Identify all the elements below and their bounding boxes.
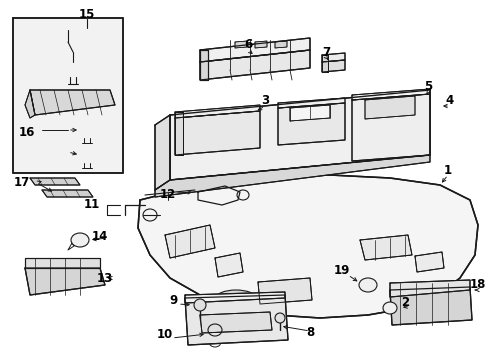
Polygon shape [351,94,429,161]
Polygon shape [25,90,35,118]
Polygon shape [389,287,471,325]
Polygon shape [200,50,309,80]
Polygon shape [30,90,115,115]
Ellipse shape [382,302,396,314]
Polygon shape [278,98,345,108]
Text: 2: 2 [400,297,408,310]
Polygon shape [184,292,285,303]
Text: 17: 17 [14,176,30,189]
Polygon shape [155,115,170,190]
Text: 11: 11 [84,198,100,211]
Polygon shape [215,253,243,277]
Polygon shape [13,18,123,173]
Polygon shape [138,175,477,318]
Ellipse shape [194,299,205,311]
Polygon shape [200,50,207,80]
Text: 3: 3 [261,94,268,107]
Polygon shape [389,280,469,297]
Text: 6: 6 [244,39,252,51]
Polygon shape [364,96,414,119]
Polygon shape [351,89,429,100]
Ellipse shape [358,278,376,292]
Polygon shape [254,41,266,48]
Text: 5: 5 [423,81,431,94]
Polygon shape [42,190,93,197]
Polygon shape [359,235,411,260]
Text: 9: 9 [168,293,177,306]
Text: 19: 19 [333,264,349,276]
Polygon shape [30,178,80,185]
Polygon shape [200,38,309,62]
Text: 13: 13 [97,271,113,284]
Polygon shape [289,105,329,121]
Polygon shape [164,225,215,258]
Polygon shape [170,90,429,180]
Polygon shape [184,295,287,345]
Polygon shape [25,258,100,268]
Text: 4: 4 [445,94,453,107]
Polygon shape [321,53,345,62]
Polygon shape [274,41,286,48]
Polygon shape [321,60,345,72]
Polygon shape [175,105,260,118]
Text: 1: 1 [443,163,451,176]
Polygon shape [258,278,311,304]
Polygon shape [175,111,260,155]
Text: 10: 10 [157,328,173,342]
Polygon shape [25,268,105,295]
Polygon shape [175,112,183,155]
Text: 18: 18 [469,279,485,292]
Text: 15: 15 [79,8,95,21]
Polygon shape [155,155,429,197]
Text: 7: 7 [321,45,329,58]
Text: 8: 8 [305,327,313,339]
Text: 14: 14 [92,230,108,243]
Polygon shape [235,41,246,48]
Polygon shape [414,252,443,272]
Ellipse shape [216,290,256,306]
Ellipse shape [274,313,285,323]
Polygon shape [200,312,271,333]
Text: 16: 16 [19,126,35,139]
Polygon shape [321,55,327,72]
Ellipse shape [71,233,89,247]
Polygon shape [278,103,345,145]
Text: 12: 12 [160,189,176,202]
